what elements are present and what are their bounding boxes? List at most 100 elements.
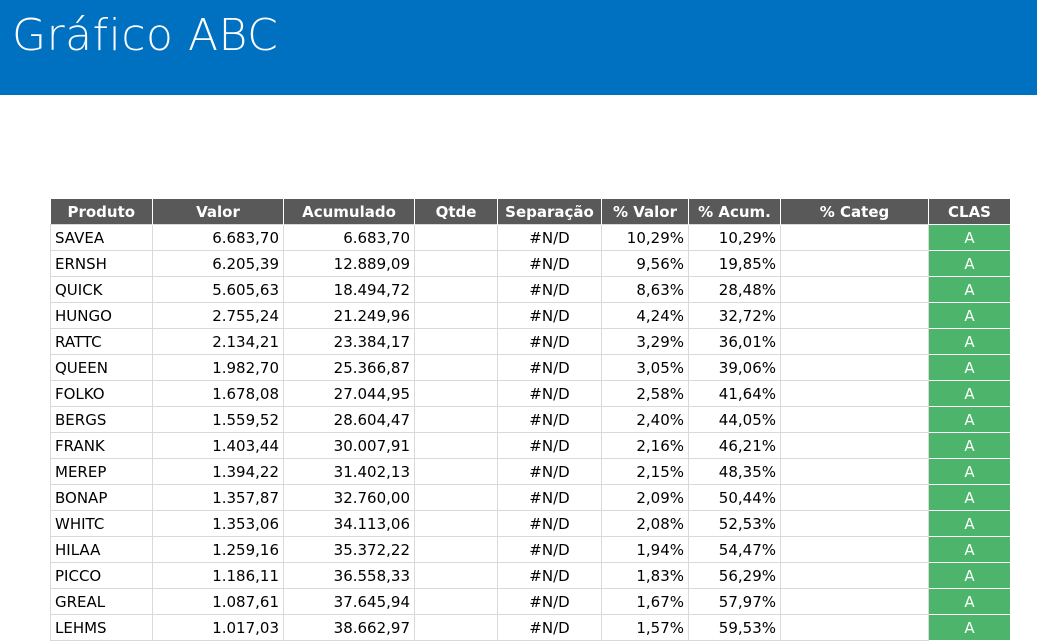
table-body: SAVEA 6.683,70 6.683,70 #N/D 10,29% 10,29% A ER… [50,224,1011,641]
cell-produto: MEREP [50,458,153,485]
table-row: HILAA 1.259,16 35.372,22 #N/D 1,94% 54,47% A [50,536,1011,563]
cell-produto: HUNGO [50,302,153,329]
cell-pct-valor: 3,29% [601,328,689,355]
cell-clas: A [928,224,1011,251]
cell-valor: 2.134,21 [152,328,284,355]
cell-produto: QUEEN [50,354,153,381]
cell-pct-acum: 56,29% [688,562,781,589]
cell-pct-valor: 10,29% [601,224,689,251]
empty-cell [414,510,498,537]
cell-acumulado: 30.007,91 [283,432,415,459]
cell-separacao: #N/D [497,614,602,641]
empty-cell [780,458,929,485]
cell-acumulado: 37.645,94 [283,588,415,615]
cell-acumulado: 18.494,72 [283,276,415,303]
page-title: Gráfico ABC [12,10,279,61]
header-band: Gráfico ABC [0,0,1037,95]
empty-cell [780,562,929,589]
cell-valor: 2.755,24 [152,302,284,329]
table-row: BONAP 1.357,87 32.760,00 #N/D 2,09% 50,44% A [50,484,1011,511]
cell-clas: A [928,562,1011,589]
cell-pct-valor: 2,09% [601,484,689,511]
empty-cell [414,328,498,355]
table-row: BERGS 1.559,52 28.604,47 #N/D 2,40% 44,05% A [50,406,1011,433]
table-row: PICCO 1.186,11 36.558,33 #N/D 1,83% 56,29% A [50,562,1011,589]
cell-pct-valor: 4,24% [601,302,689,329]
empty-cell [414,484,498,511]
cell-valor: 1.678,08 [152,380,284,407]
cell-valor: 6.205,39 [152,250,284,277]
table-row: LEHMS 1.017,03 38.662,97 #N/D 1,57% 59,53% A [50,614,1011,641]
cell-separacao: #N/D [497,354,602,381]
cell-pct-acum: 48,35% [688,458,781,485]
cell-pct-valor: 1,94% [601,536,689,563]
cell-pct-valor: 9,56% [601,250,689,277]
table-row: FOLKO 1.678,08 27.044,95 #N/D 2,58% 41,64% A [50,380,1011,407]
empty-cell [414,406,498,433]
column-header: Acumulado [283,199,415,225]
cell-acumulado: 25.366,87 [283,354,415,381]
table-row: ERNSH 6.205,39 12.889,09 #N/D 9,56% 19,85% A [50,250,1011,277]
cell-pct-valor: 1,83% [601,562,689,589]
cell-separacao: #N/D [497,458,602,485]
cell-produto: FRANK [50,432,153,459]
table-row: QUICK 5.605,63 18.494,72 #N/D 8,63% 28,48% A [50,276,1011,303]
cell-pct-valor: 1,67% [601,588,689,615]
cell-pct-acum: 50,44% [688,484,781,511]
cell-pct-acum: 39,06% [688,354,781,381]
cell-pct-valor: 2,08% [601,510,689,537]
empty-cell [414,302,498,329]
cell-pct-valor: 2,40% [601,406,689,433]
cell-separacao: #N/D [497,380,602,407]
cell-pct-valor: 3,05% [601,354,689,381]
header-row: Produto Valor Acumulado Qtde Separação% Valo… [50,199,1011,225]
empty-cell [780,224,929,251]
empty-cell [780,614,929,641]
table-row: SAVEA 6.683,70 6.683,70 #N/D 10,29% 10,29% A [50,224,1011,251]
cell-produto: HILAA [50,536,153,563]
cell-pct-acum: 19,85% [688,250,781,277]
cell-pct-acum: 59,53% [688,614,781,641]
column-header: Produto [50,199,153,225]
cell-produto: ERNSH [50,250,153,277]
cell-pct-acum: 36,01% [688,328,781,355]
empty-cell [414,432,498,459]
cell-produto: RATTC [50,328,153,355]
cell-acumulado: 36.558,33 [283,562,415,589]
cell-produto: BONAP [50,484,153,511]
empty-cell [414,276,498,303]
cell-separacao: #N/D [497,406,602,433]
cell-pct-acum: 44,05% [688,406,781,433]
empty-cell [414,250,498,277]
cell-pct-valor: 2,15% [601,458,689,485]
cell-pct-acum: 28,48% [688,276,781,303]
cell-clas: A [928,380,1011,407]
cell-valor: 1.559,52 [152,406,284,433]
cell-acumulado: 35.372,22 [283,536,415,563]
empty-cell [780,380,929,407]
column-header: Qtde [414,199,498,225]
empty-cell [780,588,929,615]
cell-separacao: #N/D [497,250,602,277]
cell-separacao: #N/D [497,276,602,303]
column-header: Valor [152,199,284,225]
empty-cell [780,432,929,459]
empty-cell [414,458,498,485]
empty-cell [780,510,929,537]
cell-clas: A [928,588,1011,615]
cell-pct-valor: 1,57% [601,614,689,641]
cell-clas: A [928,536,1011,563]
empty-cell [780,302,929,329]
cell-clas: A [928,458,1011,485]
cell-produto: QUICK [50,276,153,303]
cell-pct-acum: 46,21% [688,432,781,459]
cell-produto: LEHMS [50,614,153,641]
empty-cell [780,328,929,355]
cell-clas: A [928,432,1011,459]
cell-valor: 5.605,63 [152,276,284,303]
cell-valor: 1.353,06 [152,510,284,537]
cell-separacao: #N/D [497,536,602,563]
table-row: WHITC 1.353,06 34.113,06 #N/D 2,08% 52,53% A [50,510,1011,537]
table-row: RATTC 2.134,21 23.384,17 #N/D 3,29% 36,01% A [50,328,1011,355]
